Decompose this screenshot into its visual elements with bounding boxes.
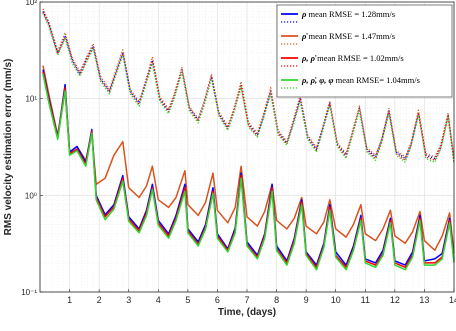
legend-box — [276, 4, 453, 98]
legend: ρ mean RMSE = 1.28mm/s ρ̇ mean RMSE = 1.4… — [276, 4, 453, 98]
x-tick-label: 7 — [244, 295, 249, 305]
y-tick-label: 10² — [25, 0, 37, 7]
legend-text: mean RMSE = 1.28mm/s — [306, 9, 395, 19]
legend-label: ρ, ρ̇ mean RMSE = 1.02mm/s — [301, 53, 404, 63]
x-tick-label: 5 — [185, 295, 190, 305]
legend-text: mean RMSE = 1.02mm/s — [315, 53, 404, 63]
x-tick-label: 11 — [361, 295, 370, 305]
x-tick-label: 10 — [331, 295, 341, 305]
x-tick-label: 1 — [67, 295, 72, 305]
x-tick-label: 12 — [390, 295, 400, 305]
x-tick-label: 6 — [215, 295, 220, 305]
legend-label: ρ mean RMSE = 1.28mm/s — [301, 9, 395, 19]
legend-symbol: ρ, ρ̇ — [301, 53, 317, 63]
x-axis-label: Time, (days) — [218, 307, 276, 318]
x-tick-label: 2 — [97, 295, 102, 305]
legend-symbol: ρ — [301, 9, 307, 19]
x-tick-label: 13 — [419, 295, 429, 305]
x-tick-label: 3 — [126, 295, 131, 305]
series-line-8 — [42, 13, 455, 165]
legend-label: ρ, ρ̇, φ, φ mean RMSE= 1.04mm/s — [301, 75, 420, 85]
legend-text: mean RMSE= 1.04mm/s — [333, 75, 420, 85]
legend-symbol: ρ, ρ̇, φ, φ — [301, 75, 333, 85]
legend-label: ρ̇ mean RMSE = 1.47mm/s — [301, 31, 395, 41]
x-tick-label: 8 — [274, 295, 279, 305]
series-line-4 — [42, 8, 455, 159]
y-tick-label: 10⁻¹ — [21, 288, 37, 297]
x-tick-label: 9 — [304, 295, 309, 305]
x-tick-label: 14 — [449, 295, 456, 305]
series-lines — [42, 8, 455, 271]
legend-symbol: ρ̇ — [301, 31, 308, 41]
legend-text: mean RMSE = 1.47mm/s — [306, 31, 395, 41]
y-tick-label: 10¹ — [25, 95, 37, 104]
series-line-3 — [42, 65, 455, 254]
x-tick-label: 4 — [156, 295, 161, 305]
series-line-6 — [42, 12, 455, 163]
series-line-7 — [42, 73, 455, 271]
y-tick-label: 10⁰ — [25, 191, 37, 200]
y-axis-label: RMS velocity estimation error (mm/s) — [3, 59, 14, 236]
